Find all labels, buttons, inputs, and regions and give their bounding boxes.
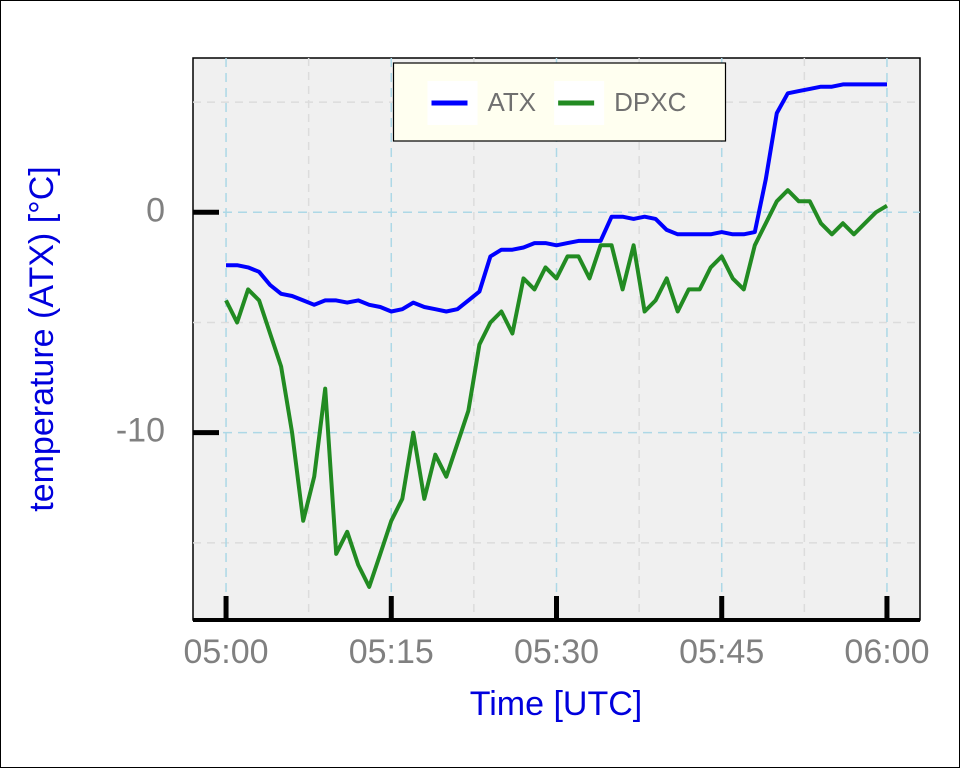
- x-axis-label: Time [UTC]: [470, 685, 643, 723]
- line-series: [224, 188, 889, 589]
- line-series: [226, 82, 887, 314]
- y-axis-label: temperature (ATX) [°C]: [23, 166, 61, 512]
- x-tick-label: 05:15: [349, 633, 434, 671]
- legend: ATX DPXC: [392, 62, 727, 142]
- plot-area: [192, 57, 921, 621]
- x-tick-label: 05:45: [679, 633, 764, 671]
- x-tick-label: 05:30: [514, 633, 599, 671]
- legend-label: ATX: [488, 87, 537, 117]
- y-tick-label: -10: [116, 412, 165, 450]
- x-tick-label: 06:00: [844, 633, 929, 671]
- y-tick-label: 0: [146, 191, 165, 229]
- legend-label: DPXC: [614, 87, 686, 117]
- x-tick-label: 05:00: [183, 633, 268, 671]
